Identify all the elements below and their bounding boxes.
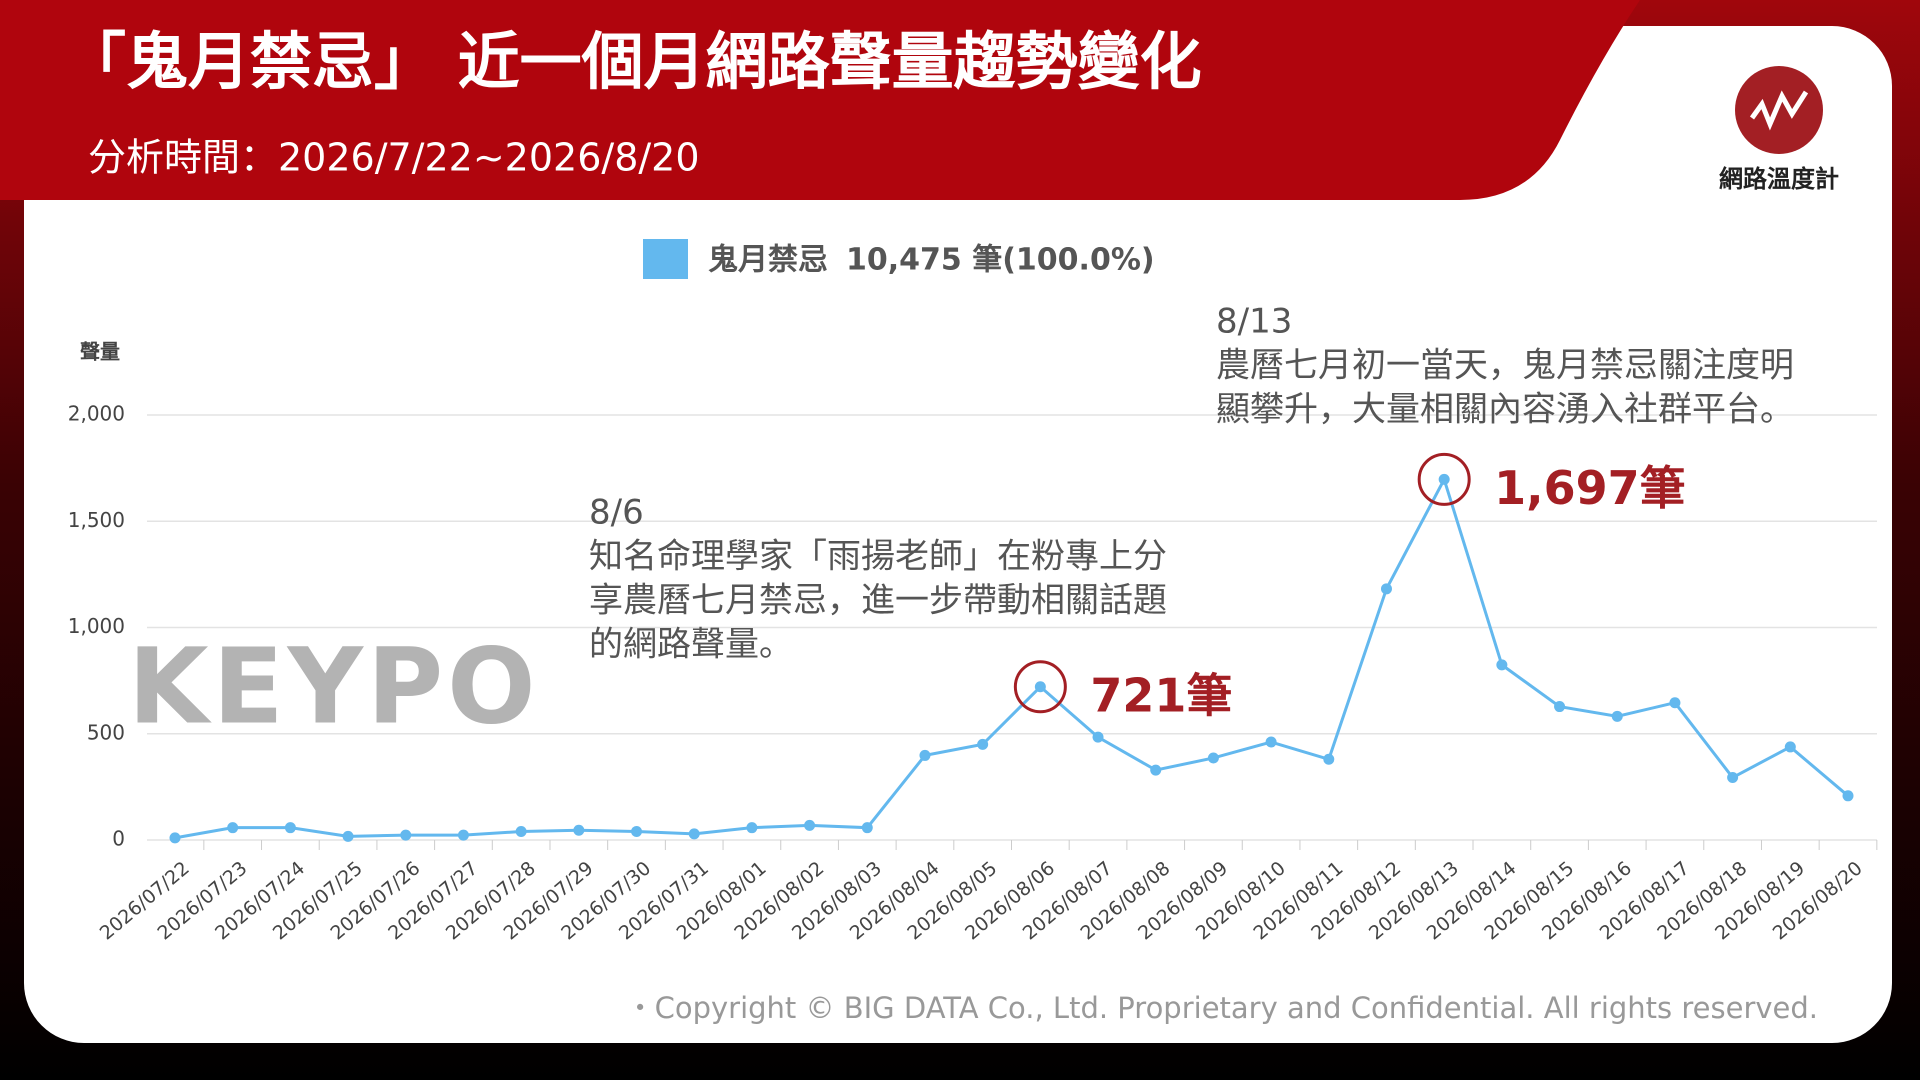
subtitle: 分析時間：2026/7/22~2026/8/20 <box>88 136 700 180</box>
y-tick-label: 1,000 <box>68 614 125 638</box>
logo-wave <box>1749 90 1809 131</box>
data-point <box>1150 764 1162 776</box>
data-point <box>400 829 412 841</box>
logo-label: 網路溫度計 <box>1719 165 1839 193</box>
annotation-text: 享農曆七月禁忌，進一步帶動相關話題 <box>589 581 1167 621</box>
annotation-text: 顯攀升，大量相關內容湧入社群平台。 <box>1216 390 1794 430</box>
data-point <box>1207 752 1219 764</box>
header-band <box>0 0 1640 200</box>
annotation-text: 的網路聲量。 <box>589 625 793 665</box>
data-point <box>861 822 873 834</box>
data-point <box>1611 710 1623 722</box>
data-point <box>515 826 527 837</box>
data-point <box>284 822 296 834</box>
data-point <box>573 824 585 836</box>
data-point <box>688 828 700 840</box>
annotation-date: 8/13 <box>1216 302 1292 342</box>
highlight-ring <box>1013 660 1067 714</box>
data-point <box>1784 741 1796 753</box>
title: 「鬼月禁忌」 近一個月網路聲量趨勢變化 <box>64 25 1202 98</box>
data-point <box>1034 681 1046 693</box>
data-point <box>1554 701 1566 713</box>
annotation-text: 知名命理學家「雨揚老師」在粉專上分 <box>589 537 1167 577</box>
value-label: 721筆 <box>1090 668 1232 722</box>
legend-label: 鬼月禁忌 <box>708 243 828 278</box>
data-point <box>746 822 758 834</box>
card <box>24 26 1892 1043</box>
data-point <box>169 832 181 844</box>
data-point <box>342 830 354 842</box>
highlight-ring <box>1417 452 1471 506</box>
logo-icon <box>1735 66 1823 154</box>
data-point <box>1323 753 1335 765</box>
legend-total: 10,475 筆(100.0%) <box>846 243 1155 278</box>
data-point <box>1265 736 1277 748</box>
data-point <box>1380 583 1392 595</box>
data-point <box>1842 790 1854 802</box>
data-point <box>1727 772 1739 784</box>
data-point <box>804 819 816 831</box>
y-tick-label: 0 <box>112 827 125 851</box>
data-point <box>227 822 239 834</box>
data-point <box>457 829 469 841</box>
data-point <box>977 738 989 750</box>
annotation-text: 農曆七月初一當天，鬼月禁忌關注度明 <box>1216 346 1794 386</box>
legend-swatch <box>643 239 688 279</box>
watermark: KEYPO <box>128 625 540 747</box>
data-point <box>1496 659 1508 671</box>
footer: ・Copyright © BIG DATA Co., Ltd. Propriet… <box>626 991 1818 1025</box>
data-point <box>919 749 931 761</box>
annotation-date: 8/6 <box>589 493 644 533</box>
data-point <box>1092 731 1104 743</box>
y-tick-label: 1,500 <box>68 508 125 532</box>
y-axis-label: 聲量 <box>80 340 120 364</box>
series-line <box>174 475 1849 840</box>
y-tick-label: 2,000 <box>68 402 125 426</box>
data-point <box>631 826 643 837</box>
data-point <box>1438 473 1450 485</box>
value-label: 1,697筆 <box>1494 461 1686 515</box>
y-tick-label: 500 <box>87 720 125 744</box>
data-point <box>1669 697 1681 709</box>
